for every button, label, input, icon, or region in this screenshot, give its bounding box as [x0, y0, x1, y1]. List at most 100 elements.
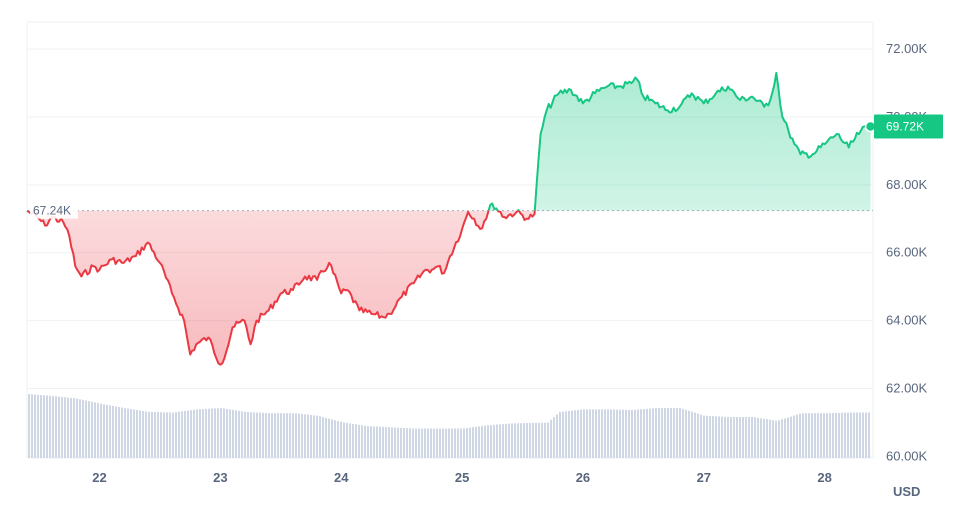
volume-bar	[781, 419, 783, 458]
volume-bar	[430, 428, 432, 458]
volume-bar	[253, 412, 255, 458]
volume-bar	[856, 412, 858, 458]
volume-bar	[142, 410, 144, 458]
volume-bar	[322, 417, 324, 458]
volume-bar	[343, 422, 345, 458]
volume-bar	[76, 398, 78, 458]
volume-bar	[721, 416, 723, 458]
volume-bar	[811, 413, 813, 458]
volume-bar	[409, 428, 411, 458]
volume-bar	[511, 423, 513, 458]
volume-bar	[295, 413, 297, 458]
volume-bar	[283, 413, 285, 458]
volume-bar	[400, 427, 402, 458]
volume-bar	[490, 425, 492, 458]
volume-bar	[610, 409, 612, 458]
volume-bar	[739, 417, 741, 458]
volume-bar	[742, 417, 744, 458]
volume-bar	[316, 415, 318, 458]
volume-bar	[340, 421, 342, 458]
volume-bar	[220, 408, 222, 458]
volume-bar	[832, 413, 834, 458]
volume-bar	[706, 415, 708, 458]
volume-bar	[547, 422, 549, 458]
volume-bar	[136, 410, 138, 458]
volume-bar	[532, 422, 534, 458]
volume-bar	[205, 408, 207, 458]
volume-bars	[28, 394, 870, 458]
volume-bar	[346, 422, 348, 458]
volume-bar	[178, 411, 180, 458]
volume-bar	[301, 414, 303, 458]
volume-bar	[202, 409, 204, 458]
volume-bar	[103, 404, 105, 458]
volume-bar	[526, 423, 528, 458]
volume-bar	[169, 412, 171, 458]
volume-bar	[199, 409, 201, 458]
volume-bar	[757, 417, 759, 458]
volume-bar	[229, 409, 231, 458]
volume-bar	[163, 412, 165, 458]
volume-bar	[550, 419, 552, 458]
volume-bar	[28, 394, 30, 458]
volume-bar	[109, 405, 111, 458]
volume-bar	[661, 408, 663, 458]
volume-bar	[85, 400, 87, 458]
x-tick-label: 24	[334, 470, 349, 485]
volume-bar	[415, 428, 417, 458]
volume-bar	[61, 396, 63, 458]
y-tick-label: 72.00K	[886, 41, 928, 56]
volume-bar	[724, 416, 726, 458]
volume-bar	[256, 412, 258, 458]
volume-bar	[64, 397, 66, 458]
volume-bar	[145, 411, 147, 458]
volume-bar	[118, 407, 120, 458]
volume-bar	[235, 410, 237, 458]
volume-bar	[643, 409, 645, 458]
volume-bar	[664, 408, 666, 458]
volume-bar	[670, 408, 672, 458]
volume-bar	[115, 406, 117, 458]
volume-bar	[502, 424, 504, 458]
volume-bar	[853, 412, 855, 458]
volume-bar	[37, 394, 39, 458]
volume-bar	[355, 424, 357, 458]
volume-bar	[787, 417, 789, 458]
volume-bar	[544, 422, 546, 458]
volume-bar	[529, 422, 531, 458]
volume-bar	[268, 413, 270, 458]
volume-bar	[517, 423, 519, 458]
volume-bar	[559, 411, 561, 458]
volume-bar	[613, 409, 615, 458]
volume-bar	[802, 413, 804, 458]
y-tick-label: 62.00K	[886, 380, 928, 395]
volume-bar	[586, 409, 588, 458]
volume-bar	[382, 426, 384, 458]
volume-bar	[823, 413, 825, 458]
volume-bar	[736, 417, 738, 458]
volume-bar	[160, 412, 162, 458]
volume-bar	[667, 408, 669, 458]
volume-bar	[280, 413, 282, 458]
volume-bar	[391, 427, 393, 458]
volume-bar	[703, 415, 705, 458]
volume-bar	[628, 409, 630, 458]
volume-bar	[334, 420, 336, 458]
volume-bar	[292, 413, 294, 458]
volume-bar	[397, 427, 399, 458]
volume-bar	[412, 428, 414, 458]
volume-bar	[676, 408, 678, 458]
volume-bar	[493, 424, 495, 458]
volume-bar	[865, 412, 867, 458]
volume-bar	[634, 409, 636, 458]
volume-bar	[778, 420, 780, 458]
volume-bar	[418, 428, 420, 458]
reference-value-label: 67.24K	[33, 204, 71, 218]
x-tick-label: 28	[817, 470, 831, 485]
volume-bar	[640, 409, 642, 458]
volume-bar	[427, 428, 429, 458]
volume-bar	[451, 428, 453, 458]
volume-bar	[403, 427, 405, 458]
volume-bar	[808, 413, 810, 458]
